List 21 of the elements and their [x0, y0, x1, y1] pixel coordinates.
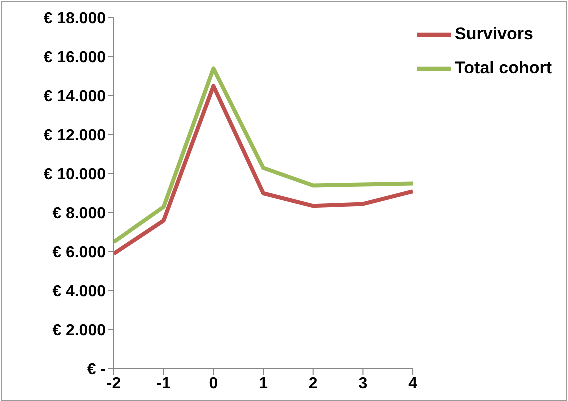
y-tick-label: € 14.000: [44, 88, 106, 106]
y-tick-label: € 12.000: [44, 128, 106, 145]
x-tick-label: 2: [308, 375, 318, 392]
legend-label: Total cohort: [455, 58, 552, 78]
x-tick-label: 0: [209, 375, 218, 392]
line-series: [112, 84, 416, 256]
y-tick-label: € -: [87, 362, 106, 379]
y-tick-label: € 4.000: [52, 284, 106, 301]
y-tick-label: € 6.000: [52, 244, 106, 262]
legend-label: Survivors: [455, 24, 534, 44]
x-tick-label: 3: [358, 375, 368, 392]
y-tick-label: € 10.000: [44, 166, 106, 184]
y-tick-label: € 16.000: [44, 50, 106, 67]
x-tick-label: -1: [156, 375, 172, 392]
x-tick-label: 1: [259, 375, 268, 392]
y-tick-label: € 8.000: [52, 206, 106, 223]
x-tick-label: 4: [408, 375, 418, 392]
x-tick-label: -2: [106, 375, 122, 392]
y-tick-label: € 18.000: [44, 10, 106, 28]
y-tick-label: € 2.000: [52, 322, 106, 340]
line-series: [112, 66, 416, 244]
